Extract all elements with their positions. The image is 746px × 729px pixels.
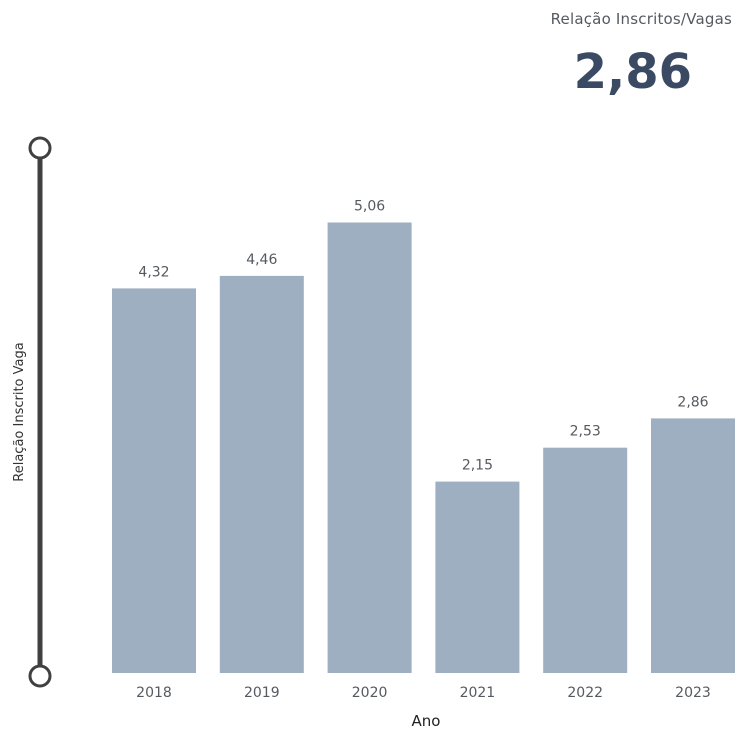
kpi-value: 2,86 bbox=[573, 44, 692, 100]
x-axis-title: Ano bbox=[412, 712, 441, 729]
y-axis-title: Relação Inscrito Vaga bbox=[12, 342, 27, 481]
x-axis-ticks: 2018 2019 2020 2021 2022 2023 bbox=[136, 685, 711, 701]
data-label-2021: 2,15 bbox=[462, 458, 493, 474]
data-label-2020: 5,06 bbox=[354, 199, 385, 215]
x-tick-2022: 2022 bbox=[567, 685, 603, 701]
x-tick-2021: 2021 bbox=[460, 685, 496, 701]
x-tick-2018: 2018 bbox=[136, 685, 172, 701]
slider-top-handle[interactable] bbox=[28, 136, 52, 160]
data-label-2023: 2,86 bbox=[677, 394, 708, 410]
bar-2020[interactable] bbox=[327, 222, 412, 674]
bar-2022[interactable] bbox=[543, 447, 628, 673]
bar-2019[interactable] bbox=[219, 275, 304, 673]
x-tick-2023: 2023 bbox=[675, 685, 711, 701]
data-labels-group: 4,32 4,46 5,06 2,15 2,53 2,86 bbox=[138, 199, 708, 474]
y-axis-range-slider[interactable] bbox=[28, 136, 52, 688]
data-label-2018: 4,32 bbox=[138, 264, 169, 280]
x-tick-2020: 2020 bbox=[352, 685, 388, 701]
bar-2018[interactable] bbox=[112, 288, 196, 673]
data-label-2022: 2,53 bbox=[570, 424, 601, 440]
bars-group bbox=[112, 222, 735, 674]
slider-bottom-handle[interactable] bbox=[28, 664, 52, 688]
data-label-2019: 4,46 bbox=[246, 252, 277, 268]
kpi-label: Relação Inscritos/Vagas bbox=[550, 10, 732, 28]
bar-2021[interactable] bbox=[435, 481, 520, 673]
x-tick-2019: 2019 bbox=[244, 685, 280, 701]
bar-2023[interactable] bbox=[651, 418, 735, 673]
